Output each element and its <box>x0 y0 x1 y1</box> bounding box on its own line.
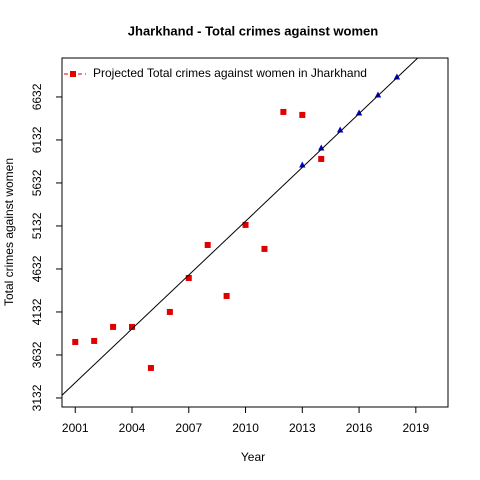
y-tick-label: 5132 <box>30 212 44 239</box>
point <box>374 91 382 98</box>
y-tick-label: 4132 <box>30 298 44 325</box>
x-tick-label: 2010 <box>232 421 259 435</box>
point <box>280 108 287 115</box>
x-tick-label: 2019 <box>402 421 429 435</box>
x-tick-label: 2001 <box>62 421 89 435</box>
y-tick-label: 3632 <box>30 341 44 368</box>
point <box>242 221 249 228</box>
point <box>223 292 230 299</box>
point <box>318 144 325 151</box>
point <box>166 308 173 315</box>
legend-label: Projected Total crimes against women in … <box>93 66 367 80</box>
x-tick-label: 2016 <box>346 421 373 435</box>
y-axis-label: Total crimes against women <box>2 158 16 306</box>
point <box>91 337 98 344</box>
x-axis-label: Year <box>241 450 265 464</box>
y-tick-label: 3132 <box>30 384 44 411</box>
point <box>147 364 154 371</box>
x-tick-label: 2007 <box>175 421 202 435</box>
y-tick-label: 6632 <box>30 83 44 110</box>
x-tick-label: 2004 <box>119 421 146 435</box>
point <box>355 109 363 116</box>
point <box>299 111 306 118</box>
plot-frame <box>61 57 449 408</box>
point <box>110 323 117 330</box>
point <box>299 161 306 168</box>
legend-marker <box>70 71 76 77</box>
y-tick-label: 4632 <box>30 255 44 282</box>
x-tick-label: 2013 <box>289 421 316 435</box>
point <box>318 155 325 162</box>
point <box>72 338 79 345</box>
point <box>336 126 344 133</box>
chart-title: Jharkhand - Total crimes against women <box>128 23 378 38</box>
trend-line <box>62 58 419 396</box>
point <box>261 245 268 252</box>
y-tick-label: 6132 <box>30 126 44 153</box>
point <box>204 241 211 248</box>
point <box>393 73 401 80</box>
point <box>185 274 192 281</box>
y-tick-label: 5632 <box>30 169 44 196</box>
point <box>129 323 136 330</box>
plot-area <box>62 58 419 396</box>
